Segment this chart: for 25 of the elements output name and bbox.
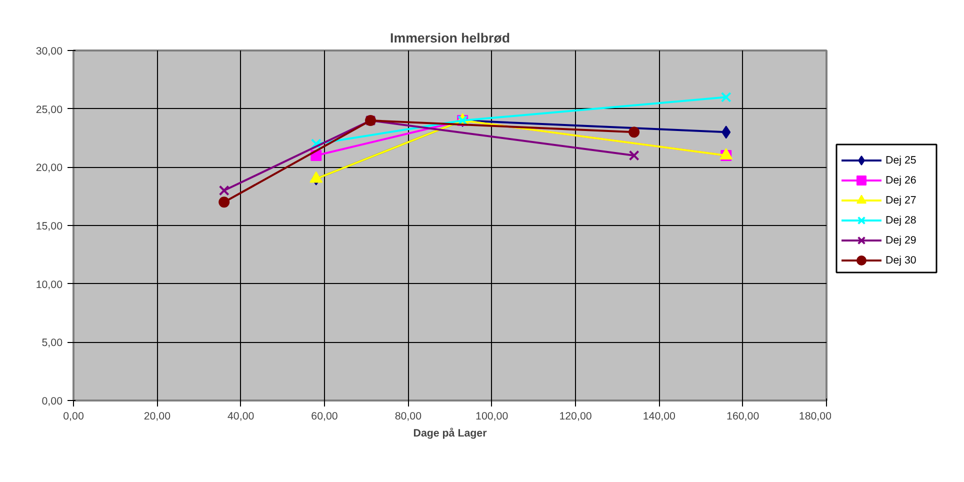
legend-label: Dej 29 — [886, 234, 916, 246]
x-tick-label: 60,00 — [311, 410, 338, 422]
y-tick-label: 30,00 — [36, 46, 63, 58]
chart-title: Immersion helbrød — [390, 30, 510, 46]
legend-label: Dej 25 — [886, 154, 916, 166]
y-tick-label: 15,00 — [36, 220, 63, 232]
x-tick-label: 100,00 — [476, 410, 508, 422]
x-tick-label: 80,00 — [394, 410, 422, 422]
legend-label: Dej 28 — [886, 214, 916, 226]
y-tick-label: 25,00 — [36, 104, 63, 116]
y-tick-label: 0,00 — [42, 396, 63, 408]
x-tick-label: 180,00 — [798, 410, 832, 422]
y-tick-label: 5,00 — [42, 337, 63, 350]
x-tick-label: 20,00 — [144, 410, 171, 422]
y-tick-label: 10,00 — [36, 278, 63, 291]
x-tick-label: 140,00 — [642, 410, 676, 422]
x-tick-label: 160,00 — [726, 410, 760, 422]
legend-label: Dej 27 — [886, 194, 916, 206]
y-tick-label: 20,00 — [36, 162, 63, 174]
legend-label: Dej 26 — [886, 174, 916, 186]
x-axis-title: Dage på Lager — [413, 428, 487, 440]
x-tick-label: 40,00 — [228, 410, 254, 422]
legend-label: Dej 30 — [886, 254, 916, 266]
x-tick-label: 0,00 — [63, 410, 84, 422]
x-tick-label: 120,00 — [559, 410, 592, 422]
